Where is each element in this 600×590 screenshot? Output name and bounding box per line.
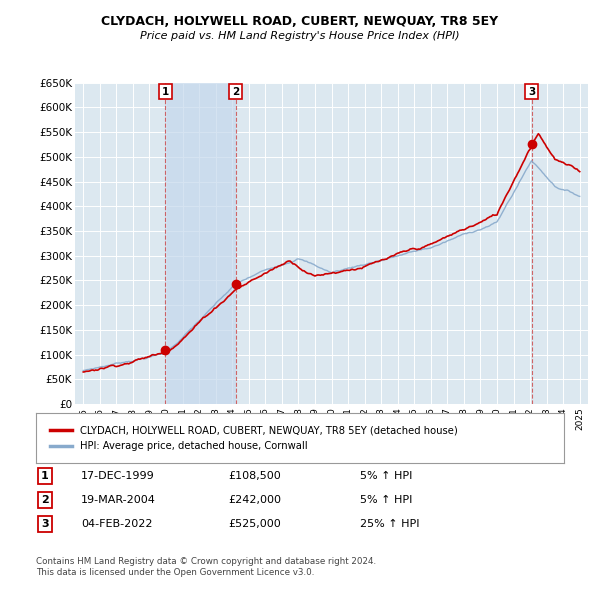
Text: 2: 2 [41,495,49,504]
Bar [166,83,236,404]
Text: £242,000: £242,000 [228,495,281,504]
Text: 3: 3 [528,87,535,97]
Text: Contains HM Land Registry data © Crown copyright and database right 2024.: Contains HM Land Registry data © Crown c… [36,558,376,566]
Text: Price paid vs. HM Land Registry's House Price Index (HPI): Price paid vs. HM Land Registry's House … [140,31,460,41]
Legend: CLYDACH, HOLYWELL ROAD, CUBERT, NEWQUAY, TR8 5EY (detached house), HPI: Average : CLYDACH, HOLYWELL ROAD, CUBERT, NEWQUAY,… [46,421,462,455]
Text: 17-DEC-1999: 17-DEC-1999 [81,471,155,481]
Text: 19-MAR-2004: 19-MAR-2004 [81,495,156,504]
Text: 2: 2 [232,87,239,97]
Text: 3: 3 [41,519,49,529]
Text: £525,000: £525,000 [228,519,281,529]
Text: 25% ↑ HPI: 25% ↑ HPI [360,519,419,529]
Text: 1: 1 [41,471,49,481]
Text: 1: 1 [162,87,169,97]
Text: CLYDACH, HOLYWELL ROAD, CUBERT, NEWQUAY, TR8 5EY: CLYDACH, HOLYWELL ROAD, CUBERT, NEWQUAY,… [101,15,499,28]
Text: 5% ↑ HPI: 5% ↑ HPI [360,471,412,481]
Text: 5% ↑ HPI: 5% ↑ HPI [360,495,412,504]
Text: £108,500: £108,500 [228,471,281,481]
Text: This data is licensed under the Open Government Licence v3.0.: This data is licensed under the Open Gov… [36,568,314,577]
Text: 04-FEB-2022: 04-FEB-2022 [81,519,152,529]
